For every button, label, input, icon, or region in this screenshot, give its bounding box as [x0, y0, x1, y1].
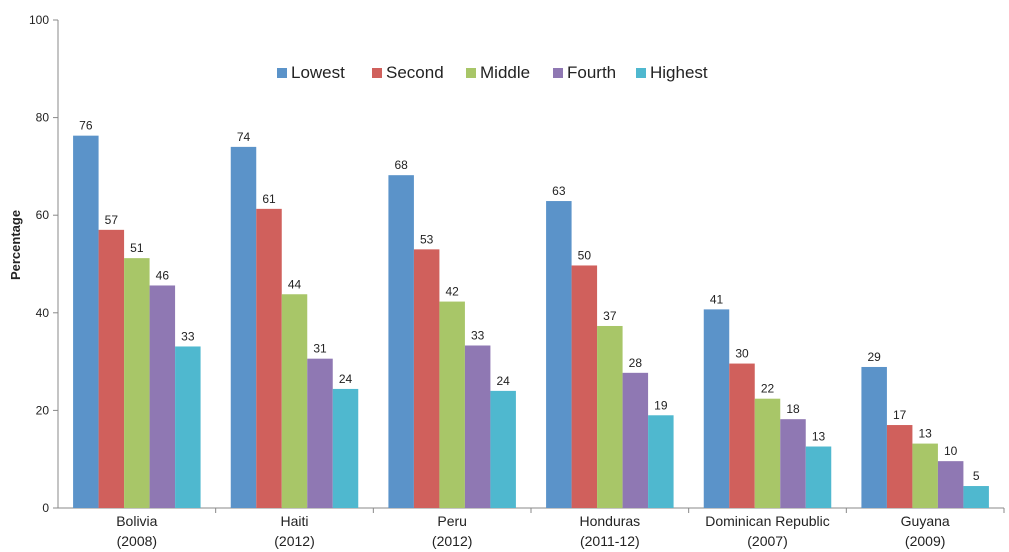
bars	[73, 135, 989, 509]
bar-second	[98, 229, 125, 508]
data-label: 17	[893, 408, 907, 422]
bar-second	[413, 249, 440, 509]
data-label: 63	[552, 184, 566, 198]
bar-lowest	[703, 309, 730, 508]
bar-highest	[175, 346, 201, 508]
bar-middle	[912, 443, 938, 508]
bar-highest	[963, 486, 989, 508]
bar-second	[886, 425, 913, 508]
data-label: 51	[130, 241, 144, 255]
legend-swatch-highest	[636, 68, 646, 78]
axes: 0 20 40 60 80 100 Bolivia (2008) Haiti (2012) Peru…	[29, 13, 1005, 549]
data-label: 37	[603, 309, 617, 323]
x-tick-label-year: (2012)	[432, 533, 472, 549]
x-tick-label: Dominican Republic	[705, 513, 830, 529]
data-label: 13	[918, 427, 932, 441]
data-label: 19	[654, 398, 668, 412]
data-label: 44	[288, 277, 302, 291]
legend: Lowest Second Middle Fourth Highest	[277, 63, 708, 82]
bar-middle	[597, 325, 623, 508]
x-tick-label-year: (2008)	[117, 533, 157, 549]
data-label: 76	[79, 119, 93, 133]
bar-lowest	[546, 201, 572, 508]
y-tick-label: 100	[29, 13, 49, 27]
bar-middle	[281, 294, 308, 508]
data-label: 50	[578, 248, 592, 262]
data-label: 57	[105, 213, 119, 227]
bar-fourth	[780, 419, 806, 508]
bar-lowest	[388, 175, 414, 508]
data-label: 24	[339, 372, 353, 386]
bar-fourth	[307, 358, 333, 508]
x-tick-label: Honduras	[579, 513, 640, 529]
data-labels: 76 57 51 46 33 74 61 44 31 24 68 53 42 33 24 63 50 37 28 19…	[79, 119, 980, 483]
y-tick-label: 80	[36, 111, 50, 125]
x-tick-label-year: (2009)	[905, 533, 945, 549]
data-label: 22	[761, 382, 775, 396]
bar-lowest	[230, 146, 257, 508]
x-tick-label: Haiti	[280, 513, 308, 529]
bar-fourth	[622, 372, 649, 508]
data-label: 18	[786, 402, 800, 416]
x-tick-label: Peru	[437, 513, 467, 529]
data-label: 29	[867, 350, 881, 364]
x-tick-label: Guyana	[901, 513, 950, 529]
data-label: 33	[181, 329, 195, 343]
data-label: 53	[420, 232, 434, 246]
y-tick-label: 20	[36, 403, 50, 417]
y-tick-label: 40	[36, 306, 50, 320]
legend-swatch-second	[372, 68, 382, 78]
bar-highest	[648, 415, 674, 508]
x-tick-label-year: (2012)	[274, 533, 314, 549]
legend-swatch-fourth	[553, 68, 563, 78]
bar-fourth	[937, 461, 964, 508]
data-label: 31	[313, 342, 327, 356]
bar-highest	[332, 388, 359, 508]
bar-middle	[754, 398, 781, 508]
data-label: 30	[735, 347, 749, 361]
legend-label-middle: Middle	[480, 63, 530, 82]
legend-swatch-middle	[466, 68, 476, 78]
bar-highest	[490, 390, 516, 508]
data-label: 42	[445, 285, 459, 299]
y-tick-label: 0	[42, 501, 49, 515]
data-label: 68	[394, 158, 408, 172]
legend-swatch-lowest	[277, 68, 287, 78]
legend-label-second: Second	[386, 63, 444, 82]
bar-middle	[124, 258, 150, 508]
data-label: 41	[710, 292, 724, 306]
data-label: 33	[471, 328, 485, 342]
bar-lowest	[73, 135, 99, 508]
data-label: 24	[496, 374, 510, 388]
data-label: 28	[629, 356, 643, 370]
data-label: 10	[944, 444, 958, 458]
legend-label-lowest: Lowest	[291, 63, 345, 82]
bar-second	[256, 208, 282, 508]
data-label: 74	[237, 130, 251, 144]
bar-fourth	[464, 345, 491, 508]
x-tick-label: Bolivia	[116, 513, 157, 529]
bar-second	[729, 363, 755, 508]
bar-lowest	[861, 366, 887, 508]
bar-highest	[805, 446, 832, 508]
x-tick-label-year: (2011-12)	[580, 533, 640, 549]
y-axis-label: Percentage	[8, 210, 23, 280]
y-tick-label: 60	[36, 208, 50, 222]
legend-label-highest: Highest	[650, 63, 708, 82]
data-label: 61	[262, 192, 276, 206]
data-label: 13	[812, 430, 826, 444]
bar-second	[571, 265, 598, 508]
legend-label-fourth: Fourth	[567, 63, 616, 82]
bar-fourth	[149, 285, 176, 508]
bar-middle	[439, 301, 465, 508]
data-label: 46	[156, 268, 170, 282]
data-label: 5	[973, 469, 980, 483]
x-tick-label-year: (2007)	[747, 533, 787, 549]
